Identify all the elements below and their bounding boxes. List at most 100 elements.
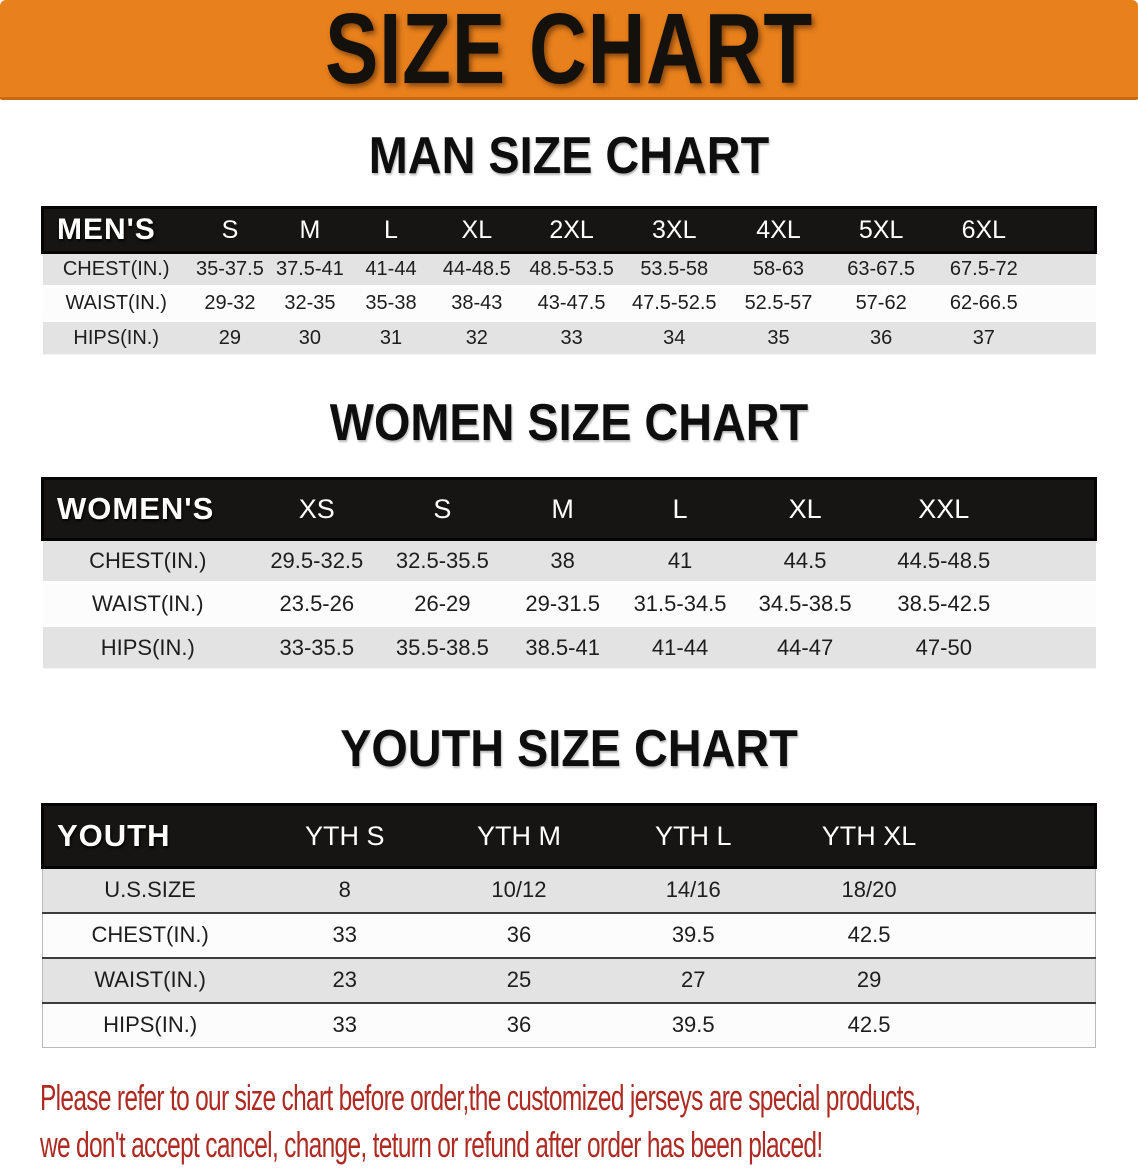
disclaimer-line-2: we don't accept cancel, change, teturn o… — [40, 1124, 823, 1165]
page-title: SIZE CHART — [325, 0, 813, 105]
size-value: 18/20 — [841, 877, 897, 903]
table-title-label: YOUTH — [41, 803, 258, 869]
size-value: 35-38 — [365, 292, 417, 314]
size-value: 37 — [972, 326, 995, 349]
size-value: 33 — [332, 1012, 357, 1038]
row-label: HIPS(IN.) — [103, 1012, 198, 1038]
size-value: 47.5-52.5 — [631, 292, 717, 314]
size-value: 43-47.5 — [537, 292, 606, 314]
column-header: S — [189, 206, 270, 254]
row-spacer — [1035, 253, 1095, 287]
size-value: 27 — [680, 967, 706, 992]
row-spacer — [1016, 583, 1095, 626]
size-value: 38.5-41 — [525, 634, 600, 660]
size-value: 33 — [332, 922, 357, 947]
size-value: 33-35.5 — [279, 634, 355, 660]
row-label: HIPS(IN.) — [73, 326, 159, 349]
table-row: HIPS(IN.) 29 30 31 32 33 34 35 36 37 — [42, 320, 1096, 355]
size-value: 44-48.5 — [442, 258, 511, 280]
size-value: 63-67.5 — [847, 258, 916, 280]
row-label: HIPS(IN.) — [100, 634, 195, 660]
disclaimer-line-1: Please refer to our size chart before or… — [40, 1077, 921, 1118]
size-value: 29 — [218, 326, 242, 349]
column-header: XL — [432, 206, 522, 254]
table-row: CHEST(IN.) 35-37.5 37.5-41 41-44 44-48.5 48.5… — [42, 252, 1096, 287]
size-value: 37.5-41 — [276, 258, 344, 280]
size-value: 30 — [298, 326, 322, 349]
column-header: YTH S — [257, 803, 433, 869]
table-row: U.S.SIZE 8 10/12 14/16 18/20 — [42, 867, 1096, 913]
table-row: HIPS(IN.) 33 36 39.5 42.5 — [42, 1002, 1096, 1048]
row-spacer — [1016, 540, 1095, 583]
size-value: 44.5 — [783, 548, 827, 573]
size-value: 34.5-38.5 — [758, 591, 852, 616]
column-header: 5XL — [830, 206, 933, 254]
row-label: WAIST(IN.) — [65, 292, 167, 314]
row-label: CHEST(IN.) — [91, 922, 209, 947]
size-value: 39.5 — [671, 1012, 715, 1038]
size-value: 39.5 — [671, 922, 715, 947]
row-label: WAIST(IN.) — [94, 967, 206, 992]
size-value: 48.5-53.5 — [529, 258, 614, 280]
size-value: 41-44 — [365, 258, 417, 280]
size-value: 32-35 — [284, 292, 336, 314]
header-row: MEN'S S M L XL 2XL 3XL 4XL 5XL 6XL — [40, 206, 1098, 254]
column-header: M — [504, 477, 622, 541]
column-header: YTH XL — [780, 803, 958, 869]
row-label: CHEST(IN.) — [62, 258, 170, 280]
size-value: 29 — [856, 967, 882, 992]
size-value: 23 — [332, 967, 357, 992]
size-value: 25 — [506, 967, 532, 992]
table-row: WAIST(IN.) 23.5-26 26-29 29-31.5 31.5-34.5 34… — [42, 582, 1096, 626]
size-value: 35.5-38.5 — [395, 634, 489, 660]
row-spacer — [958, 868, 1096, 913]
header-spacer — [1035, 206, 1098, 254]
header-row: WOMEN'S XS S M L XL XXL — [41, 477, 1098, 541]
column-header: YTH M — [432, 803, 606, 869]
column-header: S — [380, 477, 505, 541]
size-value: 35-37.5 — [195, 258, 264, 280]
size-value: 32 — [465, 326, 488, 349]
size-value: 34 — [663, 326, 686, 349]
column-header: 3XL — [621, 206, 727, 254]
size-value: 42.5 — [847, 922, 891, 947]
size-value: 29-31.5 — [525, 591, 600, 616]
size-value: 52.5-57 — [744, 292, 813, 314]
size-value: 33 — [560, 326, 583, 349]
table-row: WAIST(IN.) 29-32 32-35 35-38 38-43 43-47.5 47.… — [42, 286, 1096, 321]
size-value: 62-66.5 — [949, 292, 1018, 314]
size-value: 14/16 — [665, 877, 721, 903]
size-value: 44-47 — [776, 634, 834, 660]
size-value: 38 — [550, 548, 575, 573]
size-value: 41-44 — [651, 634, 709, 660]
column-header: L — [349, 206, 433, 254]
row-spacer — [958, 958, 1096, 1003]
size-value: 31 — [379, 326, 403, 349]
size-value: 10/12 — [491, 877, 547, 903]
size-value: 8 — [338, 877, 351, 903]
section-heading-women: WOMEN SIZE CHART — [329, 394, 809, 452]
youth-size-table: YOUTH YTH S YTH M YTH L YTH XL U.S.SIZE 8 10/12… — [41, 803, 1097, 1048]
row-spacer — [1035, 321, 1095, 355]
size-value: 29-32 — [204, 292, 256, 314]
section-heading-youth: YOUTH SIZE CHART — [340, 720, 798, 778]
size-value: 36 — [870, 326, 893, 349]
table-title-label: MEN'S — [40, 206, 190, 254]
women-size-table: WOMEN'S XS S M L XL XXL CHEST(IN.) 29.5-32.5 32.5… — [41, 477, 1098, 669]
row-label: WAIST(IN.) — [91, 591, 204, 616]
row-spacer — [958, 1003, 1096, 1048]
size-value: 47-50 — [915, 634, 972, 660]
table-title-label: WOMEN'S — [41, 477, 254, 541]
size-value: 58-63 — [752, 258, 805, 280]
column-header: 4XL — [726, 206, 831, 254]
size-value: 67.5-72 — [949, 258, 1018, 280]
size-value: 26-29 — [414, 591, 471, 616]
column-header: 2XL — [521, 206, 622, 254]
column-header: XXL — [871, 477, 1017, 541]
header-spacer — [957, 803, 1097, 869]
men-size-table: MEN'S S M L XL 2XL 3XL 4XL 5XL 6XL CHEST(IN.) 35-37… — [40, 206, 1098, 355]
row-label: CHEST(IN.) — [89, 548, 207, 573]
table-row: WAIST(IN.) 23 25 27 29 — [42, 957, 1096, 1003]
size-value: 57-62 — [855, 292, 907, 314]
size-value: 41 — [667, 548, 693, 573]
